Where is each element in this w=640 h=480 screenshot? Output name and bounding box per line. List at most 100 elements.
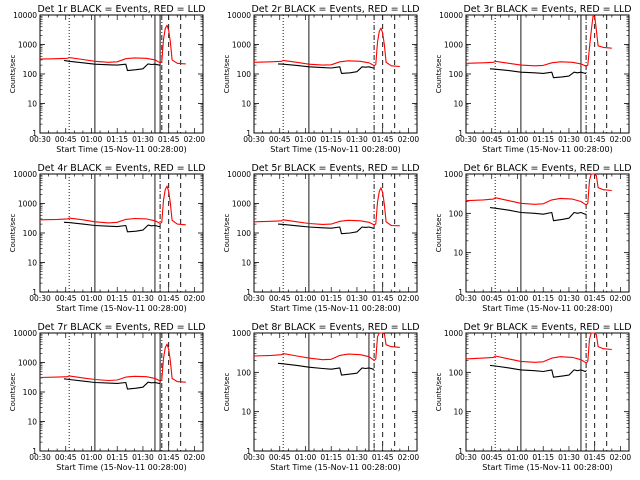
x-tick-label: 00:30: [455, 135, 477, 144]
y-tick-label: 10: [27, 100, 37, 109]
events-series-line: [489, 207, 587, 222]
events-series-line: [277, 63, 375, 74]
x-tick-label: 01:15: [320, 135, 342, 144]
y-tick-label: 1: [32, 447, 37, 456]
x-tick-label: 01:30: [558, 135, 580, 144]
y-tick-label: 10000: [13, 11, 37, 20]
detector-panel-1: Det 1r BLACK = Events, RED = LLD 1 10 100 10…: [4, 2, 214, 160]
x-tick-label: 01:00: [507, 453, 529, 462]
x-tick-label: 02:00: [184, 135, 206, 144]
detector-chart: Det 8r BLACK = Events, RED = LLD 1 10 100 10…: [223, 322, 420, 472]
y-tick-label: 10000: [439, 11, 463, 20]
y-tick-label: 1: [246, 129, 251, 138]
detector-panel-4: Det 4r BLACK = Events, RED = LLD 1 10 100 10…: [4, 161, 214, 319]
detector-chart: Det 7r BLACK = Events, RED = LLD 1 10 100 10…: [9, 322, 206, 472]
y-tick-label: 1000: [444, 170, 463, 179]
detector-panel-9: Det 9r BLACK = Events, RED = LLD 1 10 100 10…: [430, 320, 640, 478]
x-tick-label: 01:15: [532, 294, 554, 303]
detector-chart: Det 4r BLACK = Events, RED = LLD 1 10 100 10…: [9, 163, 206, 313]
y-axis-label: Counts/sec: [223, 373, 231, 412]
x-tick-label: 00:45: [55, 135, 77, 144]
lld-series-line: [465, 332, 612, 364]
detector-chart: Det 3r BLACK = Events, RED = LLD 1 10 100 10…: [435, 4, 632, 154]
y-tick-label: 1000: [18, 359, 37, 368]
chart-title: Det 9r BLACK = Events, RED = LLD: [463, 322, 631, 333]
y-axis-label: Counts/sec: [9, 214, 17, 253]
lld-series-line: [39, 185, 186, 226]
y-tick-label: 1000: [18, 200, 37, 209]
y-tick-label: 1: [458, 288, 463, 297]
y-tick-label: 1: [32, 129, 37, 138]
x-tick-label: 01:15: [320, 294, 342, 303]
x-tick-label: 01:30: [132, 135, 154, 144]
x-tick-label: 01:00: [295, 294, 317, 303]
detector-chart: Det 2r BLACK = Events, RED = LLD 1 10 100 10…: [223, 4, 420, 154]
y-tick-label: 10000: [227, 11, 251, 20]
x-tick-label: 00:45: [55, 294, 77, 303]
x-tick-label: 01:00: [507, 294, 529, 303]
x-tick-label: 01:30: [558, 294, 580, 303]
y-tick-label: 100: [237, 70, 252, 79]
lld-series-line: [253, 332, 400, 362]
plot-frame: [253, 332, 418, 452]
x-tick-label: 00:30: [29, 453, 51, 462]
x-tick-label: 01:15: [320, 453, 342, 462]
y-axis-label: Counts/sec: [9, 55, 17, 94]
y-tick-label: 10000: [13, 170, 37, 179]
x-tick-label: 00:45: [269, 294, 291, 303]
x-axis-label: Start Time (15-Nov-11 00:28:00): [482, 463, 612, 472]
y-tick-label: 10: [453, 249, 463, 258]
x-tick-label: 01:45: [584, 135, 606, 144]
x-axis-label: Start Time (15-Nov-11 00:28:00): [270, 145, 400, 154]
lld-series-line: [39, 343, 186, 383]
chart-title: Det 4r BLACK = Events, RED = LLD: [37, 163, 205, 174]
x-tick-label: 01:00: [81, 453, 103, 462]
detector-chart: Det 6r BLACK = Events, RED = LLD 1 10 100 10…: [435, 163, 632, 313]
x-tick-label: 00:30: [29, 135, 51, 144]
detector-panel-3: Det 3r BLACK = Events, RED = LLD 1 10 100 10…: [430, 2, 640, 160]
plot-frame: [465, 14, 630, 134]
events-series-line: [277, 362, 375, 376]
events-series-line: [489, 68, 587, 79]
lld-series-line: [253, 27, 400, 68]
x-axis-label: Start Time (15-Nov-11 00:28:00): [56, 463, 186, 472]
y-tick-label: 100: [23, 70, 38, 79]
x-tick-label: 02:00: [398, 294, 420, 303]
x-tick-label: 01:00: [295, 453, 317, 462]
y-tick-label: 100: [237, 368, 252, 377]
detector-panel-6: Det 6r BLACK = Events, RED = LLD 1 10 100 10…: [430, 161, 640, 319]
y-axis-label: Counts/sec: [223, 214, 231, 253]
x-axis-label: Start Time (15-Nov-11 00:28:00): [482, 145, 612, 154]
x-tick-label: 01:45: [584, 453, 606, 462]
detector-chart: Det 1r BLACK = Events, RED = LLD 1 10 100 10…: [9, 4, 206, 154]
y-tick-label: 1: [458, 129, 463, 138]
x-tick-label: 01:30: [132, 294, 154, 303]
lld-series-line: [465, 15, 612, 68]
x-tick-label: 00:45: [481, 294, 503, 303]
x-tick-label: 01:45: [158, 453, 180, 462]
plot-frame: [39, 332, 204, 452]
events-series-line: [489, 364, 587, 378]
y-tick-label: 10: [453, 100, 463, 109]
y-tick-label: 1000: [18, 41, 37, 50]
plot-frame: [39, 14, 204, 134]
x-tick-label: 01:45: [584, 294, 606, 303]
detector-panel-5: Det 5r BLACK = Events, RED = LLD 1 10 100 10…: [218, 161, 428, 319]
x-tick-label: 01:15: [106, 135, 128, 144]
y-tick-label: 10: [241, 408, 251, 417]
x-axis-label: Start Time (15-Nov-11 00:28:00): [270, 463, 400, 472]
y-tick-label: 100: [23, 229, 38, 238]
y-tick-label: 100: [449, 70, 464, 79]
plot-frame: [253, 14, 418, 134]
y-tick-label: 10: [27, 259, 37, 268]
y-tick-label: 10000: [13, 329, 37, 338]
x-tick-label: 01:00: [295, 135, 317, 144]
y-tick-label: 10: [241, 100, 251, 109]
y-tick-label: 10: [453, 408, 463, 417]
detector-panel-2: Det 2r BLACK = Events, RED = LLD 1 10 100 10…: [218, 2, 428, 160]
x-tick-label: 01:45: [158, 294, 180, 303]
plot-frame: [39, 173, 204, 293]
x-tick-label: 00:45: [269, 135, 291, 144]
lld-series-line: [253, 187, 400, 227]
